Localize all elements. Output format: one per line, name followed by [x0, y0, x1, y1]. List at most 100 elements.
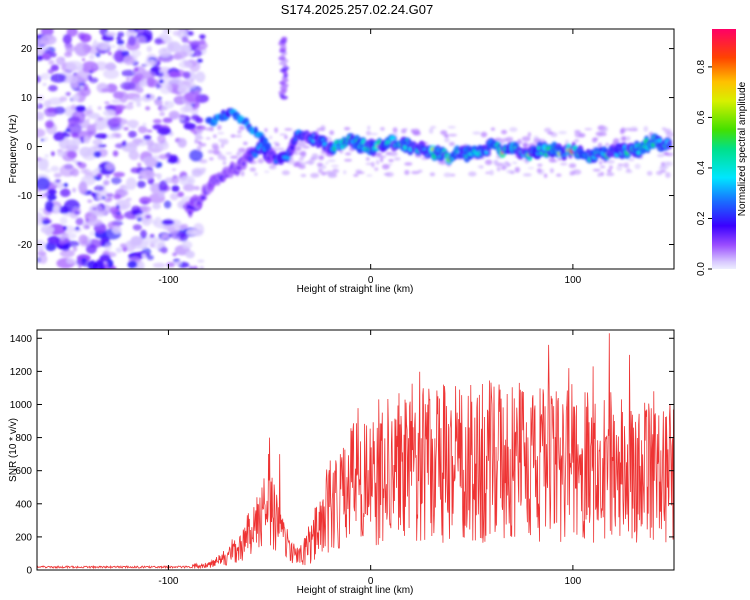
- spectrogram-noise-blob: [162, 117, 173, 124]
- spectrogram-branch-mark: [263, 137, 269, 146]
- spectrogram-noise-blob: [606, 159, 615, 164]
- spectrogram-noise-blob: [628, 157, 635, 162]
- spectrogram-noise-blob: [320, 125, 326, 132]
- spectrogram-noise-blob: [82, 83, 89, 91]
- spectrogram-noise-blob: [89, 54, 95, 60]
- spectrogram-noise-blob: [146, 45, 153, 53]
- spectrogram-noise-blob: [78, 234, 88, 245]
- spectrogram-noise-blob: [183, 71, 191, 79]
- spectrogram-noise-blob: [121, 144, 138, 153]
- spectrogram-x-tick-label: -100: [158, 275, 178, 286]
- spectrogram-noise-blob: [137, 125, 148, 134]
- spectrogram-noise-blob: [630, 126, 638, 129]
- spectrogram-noise-blob: [71, 110, 86, 124]
- spectrogram-noise-blob: [448, 141, 455, 147]
- spectrogram-noise-blob: [189, 149, 203, 162]
- spectrogram-noise-blob: [72, 246, 78, 252]
- spectrogram-noise-blob: [47, 235, 60, 245]
- spectrogram-noise-blob: [43, 136, 48, 142]
- spectrogram-ridge-mark: [562, 153, 566, 157]
- spectrogram-noise-blob: [138, 169, 156, 180]
- spectrogram-noise-blob: [109, 206, 119, 215]
- spectrogram-noise-blob: [92, 139, 103, 146]
- spectrogram-noise-blob: [93, 151, 102, 158]
- spectrogram-noise-blob: [110, 176, 122, 185]
- spectrogram-noise-blob: [42, 82, 47, 86]
- spectrogram-noise-blob: [448, 133, 458, 137]
- spectrogram-noise-blob: [72, 187, 77, 193]
- spectrogram-noise-blob: [41, 54, 50, 60]
- spectrogram-noise-blob: [115, 247, 123, 253]
- colorbar-tick-label: 0.6: [696, 110, 707, 124]
- spectrogram-noise-blob: [59, 188, 71, 198]
- spectrogram-noise-blob: [108, 51, 112, 56]
- spectrogram-noise-blob: [92, 261, 106, 269]
- spectrogram-noise-blob: [66, 29, 78, 37]
- spectrogram-noise-blob: [187, 81, 196, 89]
- spectrogram-noise-blob: [52, 205, 61, 213]
- spectrogram-noise-blob: [243, 141, 248, 146]
- spectrogram-noise-blob: [620, 163, 624, 166]
- spectrogram-noise-blob: [201, 167, 207, 172]
- spectrogram-noise-blob: [608, 165, 613, 170]
- snr-y-ticks: 0 200 400 600 800 1000 1200 1400: [10, 334, 674, 577]
- spectrogram-noise-blob: [116, 39, 125, 46]
- spectrogram-noise-blob: [103, 179, 110, 186]
- spectrogram-noise-blob: [149, 233, 155, 238]
- spectrogram-noise-blob: [157, 134, 166, 144]
- spectrogram-noise-blob: [168, 154, 179, 163]
- spectrogram-image: [37, 29, 674, 269]
- spectrogram-y-tick-label: 20: [21, 44, 33, 55]
- spectrogram-noise-blob: [167, 71, 181, 78]
- spectrogram-ridge-mark: [242, 161, 246, 167]
- spectrogram-noise-blob: [152, 203, 161, 210]
- spectrogram-noise-blob: [86, 118, 90, 122]
- spectrogram-noise-blob: [45, 242, 57, 252]
- spectrogram-spike-mark: [278, 56, 286, 61]
- spectrogram-noise-blob: [199, 265, 204, 269]
- spectrogram-noise-blob: [584, 128, 593, 131]
- spectrogram-noise-blob: [88, 70, 94, 74]
- spectrogram-noise-blob: [104, 198, 112, 203]
- spectrogram-noise-blob: [598, 160, 603, 165]
- spectrogram-noise-blob: [63, 225, 67, 231]
- spectrogram-noise-blob: [111, 116, 123, 124]
- spectrogram-noise-blob: [157, 127, 172, 136]
- spectrogram-noise-blob: [59, 96, 68, 102]
- spectrogram-noise-blob: [388, 163, 393, 166]
- spectrogram-noise-blob: [40, 138, 45, 142]
- spectrogram-noise-blob: [195, 71, 206, 83]
- spectrogram-noise-blob: [484, 159, 493, 166]
- spectrogram-noise-blob: [171, 235, 177, 238]
- spectrogram-noise-blob: [307, 160, 314, 166]
- spectrogram-noise-blob: [82, 221, 89, 230]
- spectrogram-noise-blob: [440, 130, 448, 135]
- spectrogram-noise-blob: [522, 173, 532, 177]
- spectrogram-noise-blob: [178, 44, 192, 52]
- spectrogram-noise-blob: [67, 150, 78, 159]
- spectrogram-noise-blob: [82, 136, 91, 144]
- spectrogram-noise-blob: [155, 216, 161, 222]
- spectrogram-noise-blob: [111, 99, 121, 104]
- spectrogram-noise-blob: [388, 159, 394, 162]
- spectrogram-noise-blob: [429, 172, 436, 177]
- spectrogram-noise-blob: [53, 172, 62, 178]
- spectrogram-y-tick-label: -20: [18, 240, 33, 251]
- spectrogram-noise-blob: [209, 157, 214, 161]
- snr-y-tick-label: 600: [15, 466, 32, 477]
- snr-y-tick-label: 800: [15, 433, 32, 444]
- spectrogram-noise-blob: [66, 123, 82, 135]
- spectrogram-noise-blob: [92, 65, 98, 69]
- spectrogram-noise-blob: [149, 243, 155, 248]
- spectrogram-noise-blob: [128, 101, 134, 105]
- spectrogram-noise-blob: [404, 169, 410, 175]
- spectrogram-noise-blob: [59, 164, 76, 177]
- spectrogram-ridge-mark: [235, 165, 242, 171]
- spectrogram-noise-blob: [617, 163, 622, 166]
- spectrogram-noise-blob: [86, 218, 103, 227]
- spectrogram-noise-blob: [112, 91, 125, 99]
- spectrogram-noise-blob: [656, 153, 665, 158]
- spectrogram-noise-blob: [302, 145, 310, 149]
- spectrogram-noise-blob: [284, 128, 293, 131]
